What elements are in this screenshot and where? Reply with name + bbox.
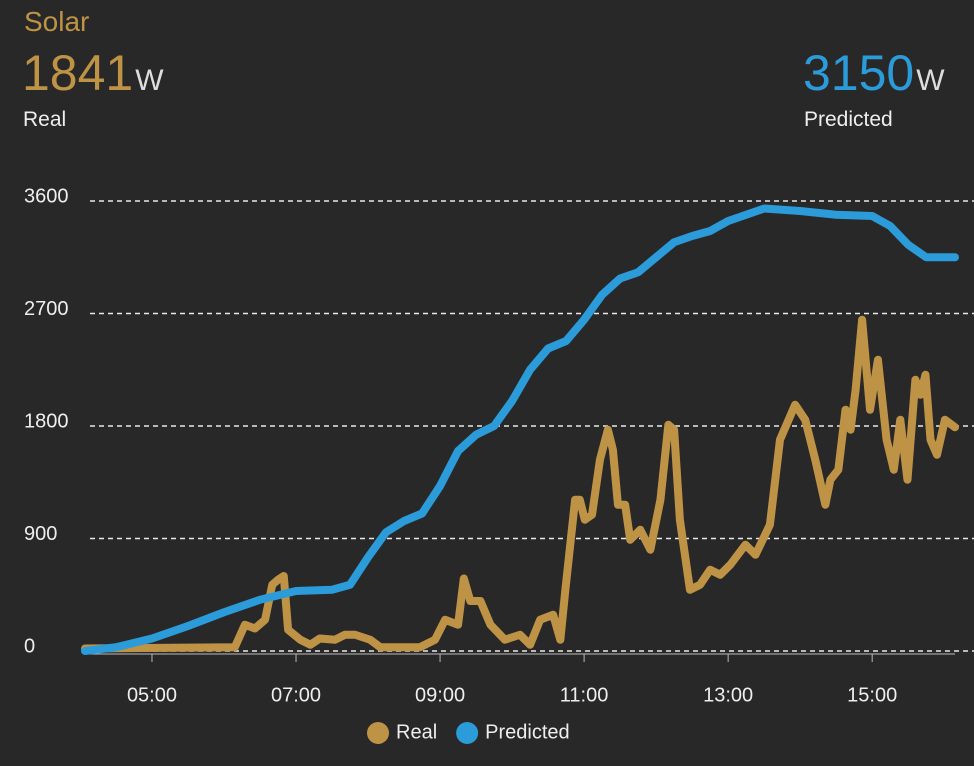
legend-swatch — [456, 722, 479, 744]
x-tick-label: 05:00 — [127, 684, 177, 706]
predicted-stat: 3150W — [803, 44, 945, 102]
series-line — [81, 315, 959, 653]
predicted-unit: W — [916, 64, 945, 97]
real-unit: W — [135, 64, 164, 97]
x-tick-label: 11:00 — [560, 684, 609, 706]
y-tick-label: 3600 — [24, 185, 69, 207]
card-title: Solar — [24, 6, 90, 37]
y-tick-label: 1800 — [24, 410, 69, 432]
y-tick-label: 2700 — [24, 298, 69, 320]
legend-swatch — [367, 722, 389, 744]
real-label: Real — [23, 108, 67, 131]
predicted-label: Predicted — [804, 108, 893, 131]
legend-label: Real — [396, 721, 437, 743]
x-tick-label: 15:00 — [847, 684, 897, 706]
y-tick-label: 0 — [24, 635, 35, 657]
series-line — [81, 204, 959, 655]
x-tick-label: 09:00 — [415, 684, 465, 706]
y-tick-label: 900 — [24, 523, 57, 545]
x-tick-label: 13:00 — [703, 684, 753, 706]
real-value: 1841 — [22, 45, 134, 101]
x-tick-label: 07:00 — [271, 684, 321, 706]
real-stat: 1841W — [22, 44, 164, 102]
legend-label: Predicted — [485, 721, 570, 743]
predicted-value: 3150 — [803, 45, 915, 101]
